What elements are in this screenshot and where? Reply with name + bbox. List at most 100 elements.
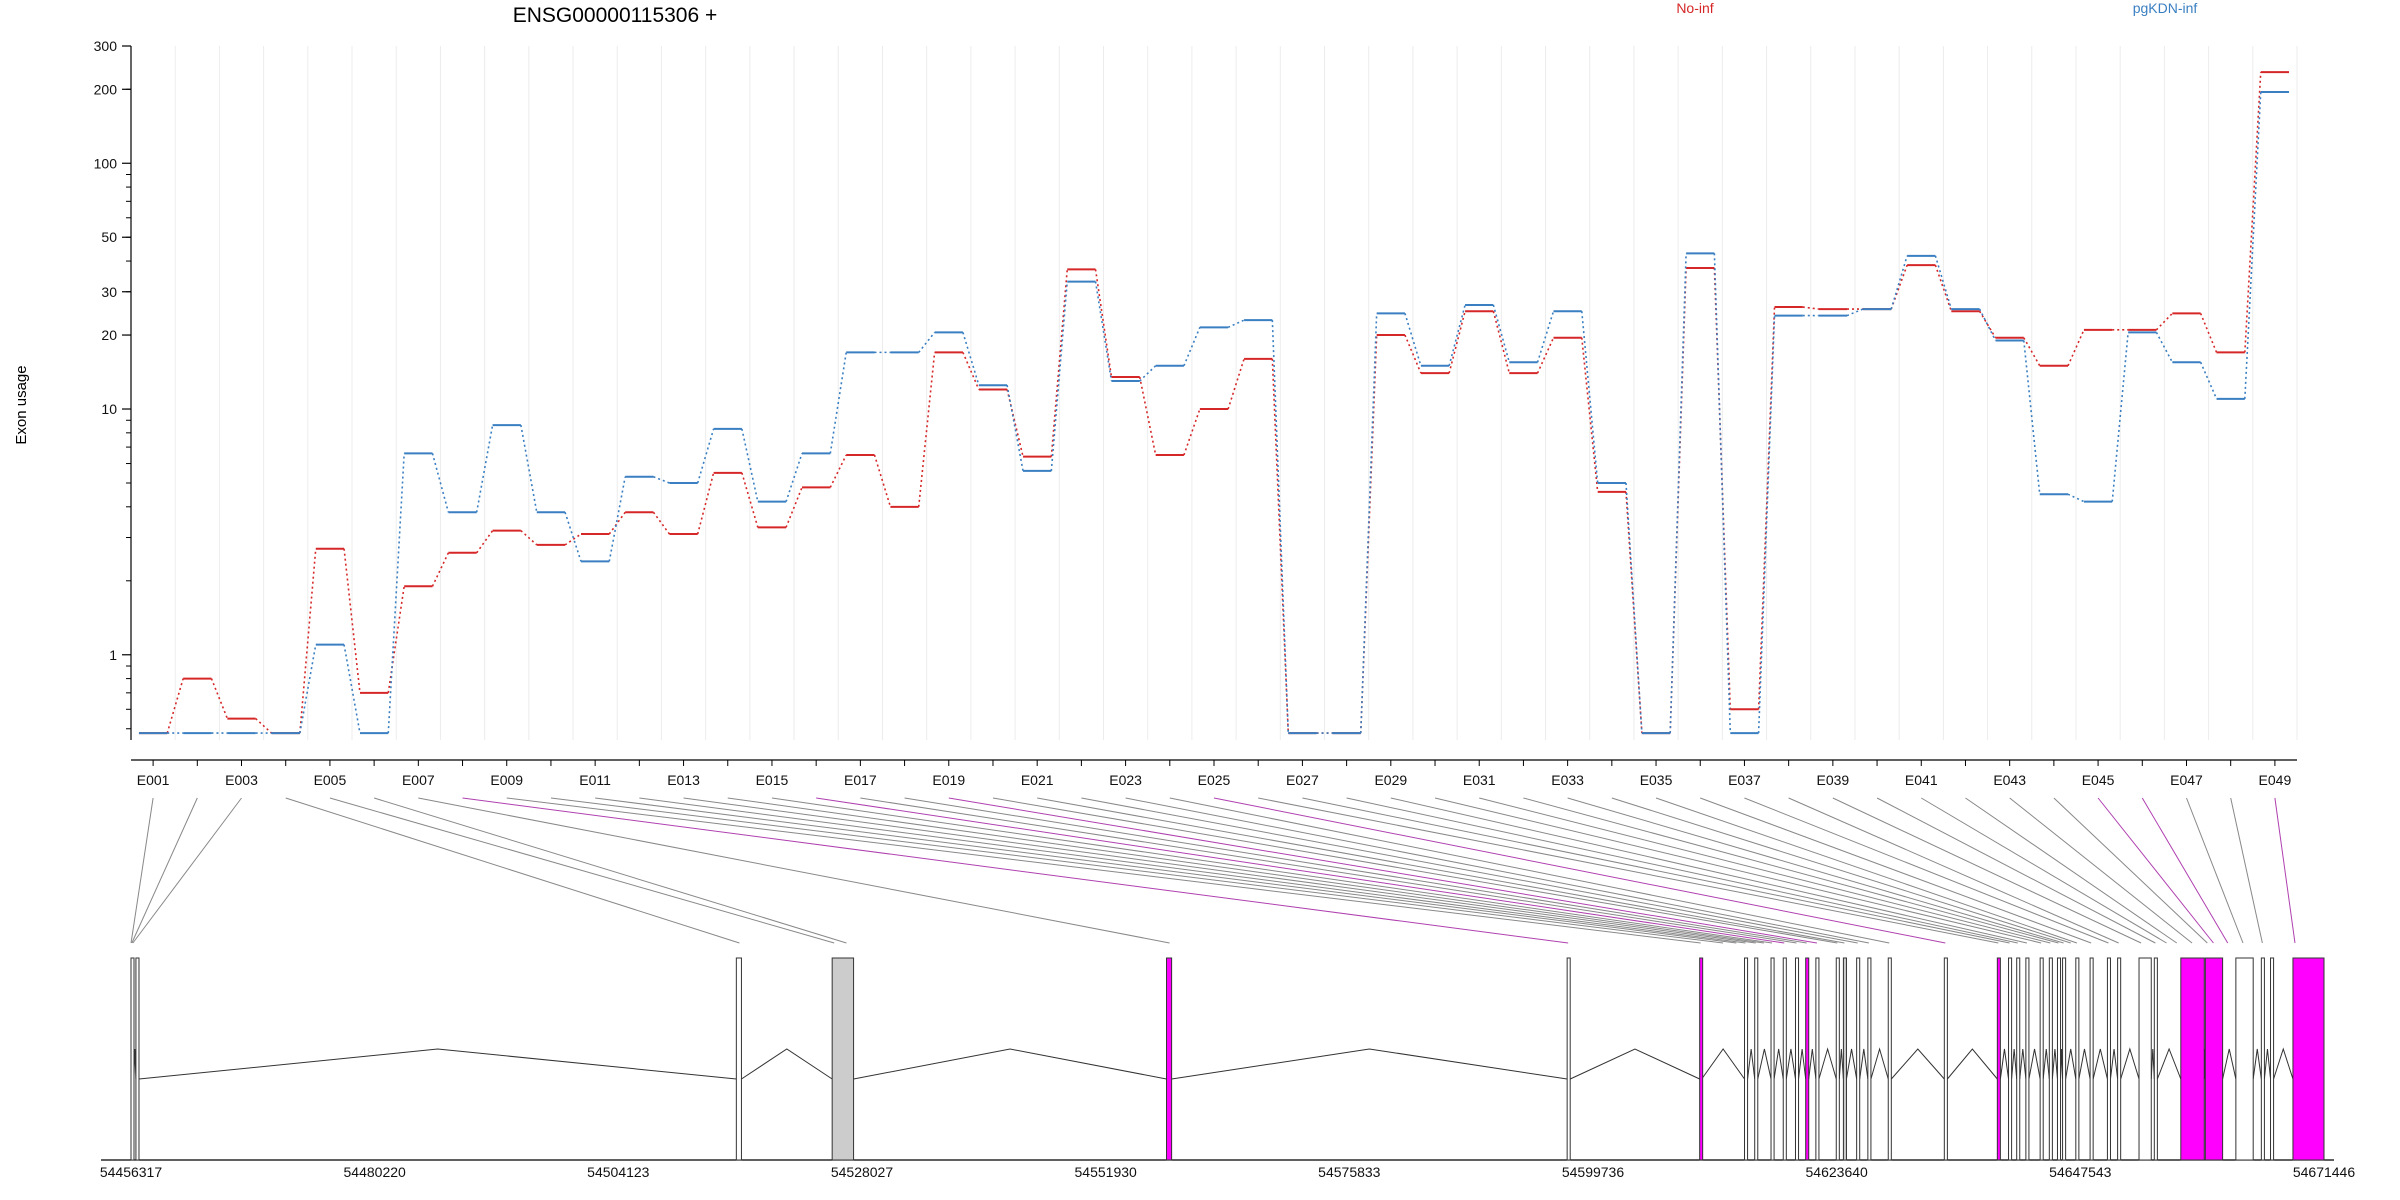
x-tick-label-E025: E025 bbox=[1198, 772, 1231, 788]
series-pgKDN-inf-connector bbox=[564, 512, 582, 562]
series-No-inf-connector bbox=[829, 454, 847, 488]
y-tick-label-20: 20 bbox=[101, 327, 117, 343]
coord-label-54623640: 54623640 bbox=[1806, 1164, 1869, 1180]
x-tick-label-E011: E011 bbox=[579, 772, 611, 788]
exon-box-32 bbox=[2117, 957, 2122, 1161]
exon-box-30 bbox=[2089, 957, 2094, 1161]
intron-30 bbox=[2092, 1048, 2108, 1080]
coord-label-54504123: 54504123 bbox=[587, 1164, 650, 1180]
connector-E015 bbox=[771, 797, 1773, 944]
exon-box-16 bbox=[1842, 957, 1847, 1161]
exon-box-22 bbox=[2008, 957, 2013, 1161]
series-pgKDN-inf-connector bbox=[2023, 340, 2041, 495]
intron-32 bbox=[2120, 1047, 2140, 1080]
series-No-inf-connector bbox=[873, 454, 892, 508]
connector-E039 bbox=[1832, 797, 2142, 944]
connector-E041 bbox=[1921, 797, 2167, 944]
connector-E029 bbox=[1390, 797, 2028, 944]
connector-E028 bbox=[1346, 797, 2018, 944]
series-pgKDN-inf-connector bbox=[1359, 313, 1378, 734]
connector-E014 bbox=[727, 797, 1764, 944]
series-pgKDN-inf-connector bbox=[1580, 311, 1599, 484]
exon-box-24 bbox=[2025, 957, 2030, 1161]
series-pgKDN-inf-connector bbox=[387, 453, 405, 734]
series-No-inf-connector bbox=[255, 717, 273, 734]
series-No-inf-connector bbox=[2155, 312, 2173, 331]
intron-33 bbox=[2150, 1048, 2155, 1080]
exon-box-10 bbox=[1770, 957, 1775, 1161]
exon-box-9 bbox=[1754, 957, 1759, 1161]
x-tick-label-E049: E049 bbox=[2259, 772, 2292, 788]
connector-E023 bbox=[1125, 797, 1869, 944]
exon-box-2 bbox=[135, 957, 140, 1161]
coord-label-54671446: 54671446 bbox=[2293, 1164, 2356, 1180]
series-No-inf-connector bbox=[1536, 337, 1555, 374]
connector-E013 bbox=[683, 797, 1756, 944]
connector-E025 bbox=[1213, 797, 1946, 944]
series-pgKDN-inf-connector bbox=[918, 331, 936, 353]
legend-no-inf: No-inf bbox=[1676, 0, 1713, 16]
x-tick-label-E039: E039 bbox=[1817, 772, 1850, 788]
exon-box-15 bbox=[1835, 957, 1840, 1161]
connector-E022 bbox=[1081, 797, 1858, 944]
exon-box-28 bbox=[2062, 957, 2067, 1161]
connector-E037 bbox=[1744, 797, 2109, 944]
x-tick-label-E019: E019 bbox=[932, 772, 965, 788]
exon-box-40 bbox=[2292, 957, 2325, 1161]
intron-18 bbox=[1870, 1047, 1889, 1080]
connector-E048 bbox=[2230, 797, 2263, 944]
x-tick-label-E043: E043 bbox=[1993, 772, 2026, 788]
series-No-inf-connector bbox=[1404, 334, 1422, 374]
intron-6 bbox=[1569, 1048, 1700, 1080]
x-tick-label-E007: E007 bbox=[402, 772, 435, 788]
series-No-inf-connector bbox=[299, 548, 317, 734]
exon-box-19 bbox=[1887, 957, 1892, 1161]
connector-E031 bbox=[1479, 797, 2051, 944]
connector-E001 bbox=[130, 797, 154, 944]
intron-9 bbox=[1757, 1048, 1772, 1080]
coord-label-54575833: 54575833 bbox=[1318, 1164, 1381, 1180]
series-No-inf-connector bbox=[564, 533, 582, 546]
exon-box-8 bbox=[1744, 957, 1749, 1161]
exon-box-27 bbox=[2056, 957, 2062, 1161]
series-No-inf-connector bbox=[1094, 269, 1113, 378]
coord-label-54480220: 54480220 bbox=[344, 1164, 407, 1180]
intron-17 bbox=[1859, 1048, 1869, 1080]
connector-E043 bbox=[2009, 797, 2193, 944]
exon-box-36 bbox=[2204, 957, 2224, 1161]
series-No-inf-connector bbox=[2199, 313, 2218, 353]
connector-E033 bbox=[1567, 797, 2064, 944]
intron-38 bbox=[2263, 1048, 2272, 1080]
x-tick-label-E029: E029 bbox=[1374, 772, 1407, 788]
series-pgKDN-inf-connector bbox=[1536, 310, 1555, 363]
connector-E005 bbox=[329, 797, 835, 944]
exon-box-11 bbox=[1782, 957, 1787, 1161]
intron-37 bbox=[2252, 1048, 2262, 1080]
intron-10 bbox=[1773, 1048, 1784, 1080]
intron-21 bbox=[1999, 1048, 2010, 1080]
connector-E020 bbox=[992, 797, 1838, 944]
series-pgKDN-inf-connector bbox=[1890, 255, 1908, 310]
exon-box-34 bbox=[2153, 957, 2158, 1161]
intron-24 bbox=[2028, 1048, 2041, 1080]
x-tick-label-E045: E045 bbox=[2082, 772, 2115, 788]
x-tick-label-E023: E023 bbox=[1109, 772, 1142, 788]
series-pgKDN-inf-connector bbox=[2111, 332, 2129, 502]
axes-layer: 1 10 20 30 50 100 200 300 E001 E003 E005 E007 E009 E0… bbox=[94, 38, 2297, 788]
connector-E040 bbox=[1876, 797, 2156, 944]
exon-box-33 bbox=[2138, 957, 2152, 1161]
exon-box-29 bbox=[2075, 957, 2080, 1161]
series-No-inf-connector bbox=[2067, 329, 2085, 367]
intron-25 bbox=[2042, 1048, 2050, 1080]
series-No-inf bbox=[138, 71, 2290, 735]
intron-36 bbox=[2222, 1048, 2237, 1080]
exon-box-12 bbox=[1794, 957, 1800, 1161]
intron-20 bbox=[1946, 1048, 1998, 1080]
series-pgKDN-inf-connector bbox=[1139, 365, 1157, 382]
connector-layer bbox=[130, 797, 2296, 944]
x-tick-label-E047: E047 bbox=[2170, 772, 2203, 788]
x-tick-label-E015: E015 bbox=[756, 772, 789, 788]
connector-E021 bbox=[1037, 797, 1845, 944]
exon-box-20 bbox=[1943, 957, 1948, 1161]
